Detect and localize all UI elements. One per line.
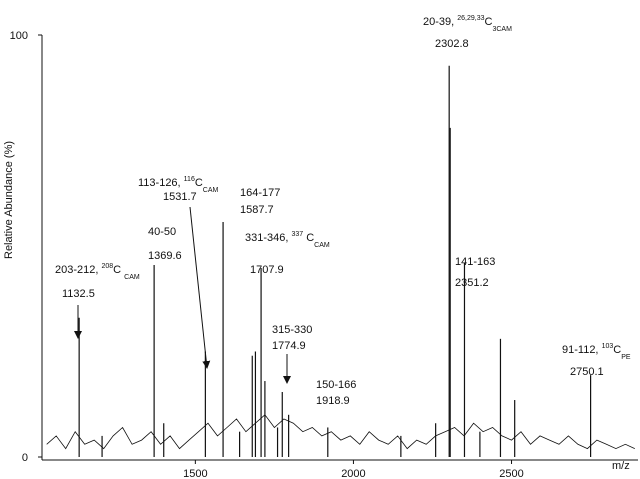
peak-mz-label: 2351.2 <box>455 277 489 289</box>
y-tick-label: 0 <box>22 452 28 464</box>
annotation-part: 40-50 <box>148 226 176 238</box>
peak-annotation: 91-112, 103CPE <box>562 343 631 361</box>
peak-annotation: 164-177 <box>240 187 280 199</box>
annotation-part: C <box>195 177 203 189</box>
x-tick-label: 2000 <box>341 468 365 479</box>
annotation-part: CAM <box>124 274 140 281</box>
y-tick-label: 100 <box>10 30 28 42</box>
peak-annotation: 203-212, 208C CAM <box>55 263 140 281</box>
peak-mz-label: 1369.6 <box>148 250 182 262</box>
x-tick-label: 2500 <box>499 468 523 479</box>
annotation-part: 150-166 <box>316 379 356 391</box>
annotation-part: C <box>485 16 493 28</box>
peak-mz-label: 1918.9 <box>316 395 350 407</box>
annotation-part: 20-39, <box>423 16 457 28</box>
peak-annotation: 113-126, 116CCAM <box>138 176 219 194</box>
baseline-trace <box>46 414 635 450</box>
annotation-arrow <box>189 206 211 369</box>
annotation-part: CAM <box>203 187 219 194</box>
annotation-part: 331-346, <box>245 232 291 244</box>
x-tick-label: 1500 <box>183 468 207 479</box>
annotation-part: 203-212, <box>55 264 101 276</box>
annotation-part: 91-112, <box>562 344 602 356</box>
peak-mz-label: 1707.9 <box>250 264 284 276</box>
peak-annotation: 40-50 <box>148 226 176 238</box>
annotation-part: 113-126, <box>138 177 184 189</box>
annotation-part: 26,29,33 <box>457 15 484 22</box>
peak-mz-label: 1587.7 <box>240 204 274 216</box>
x-axis-label: m/z <box>612 460 630 472</box>
annotation-part: 141-163 <box>455 256 495 268</box>
annotation-part: 315-330 <box>272 324 312 336</box>
y-axis-label: Relative Abundance (%) <box>3 141 15 259</box>
peak-mz-label: 2302.8 <box>435 38 469 50</box>
annotation-part: 208 <box>101 263 113 270</box>
annotation-part: 337 <box>291 231 303 238</box>
peak-annotation: 331-346, 337 CCAM <box>245 231 330 249</box>
annotation-part: PE <box>621 354 631 361</box>
peak-annotation: 141-163 <box>455 256 495 268</box>
annotation-part: C <box>303 232 314 244</box>
peak-mz-label: 1531.7 <box>163 191 197 203</box>
annotation-part: 116 <box>184 176 195 183</box>
annotation-part: C <box>613 344 621 356</box>
peak-mz-label: 1774.9 <box>272 340 306 352</box>
annotation-part: 103 <box>602 343 614 350</box>
annotation-part: 164-177 <box>240 187 280 199</box>
peak-annotation: 315-330 <box>272 324 312 336</box>
peak-mz-label: 2750.1 <box>570 366 604 378</box>
peak-mz-label: 1132.5 <box>62 288 95 300</box>
annotation-part: 3CAM <box>492 26 512 33</box>
peak-annotation: 150-166 <box>316 379 356 391</box>
peak-annotation: 20-39, 26,29,33C3CAM <box>423 15 512 33</box>
annotation-part: CAM <box>314 242 330 249</box>
annotation-part: C <box>113 264 124 276</box>
